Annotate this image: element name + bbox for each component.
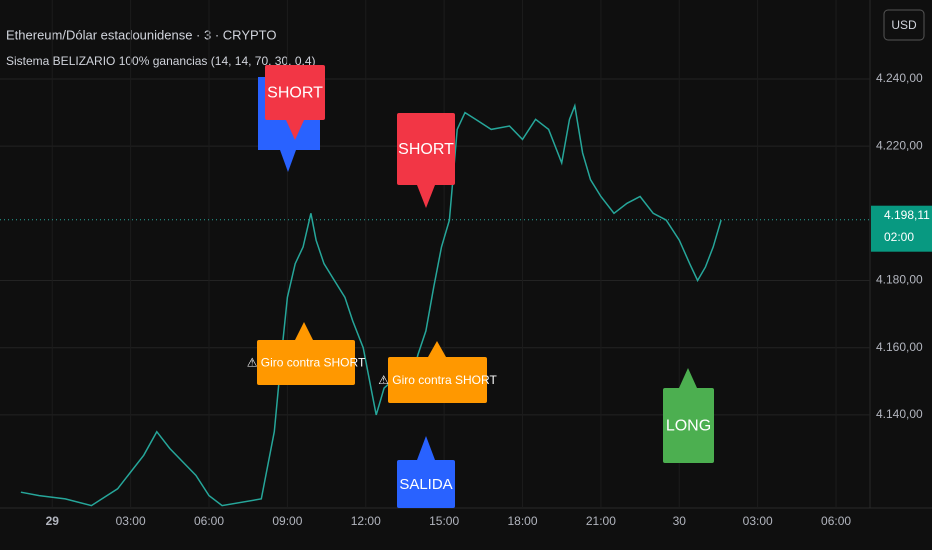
x-tick-label: 06:00 xyxy=(194,514,224,528)
y-tick-label: 4.240,00 xyxy=(876,71,923,85)
y-tick-label: 4.160,00 xyxy=(876,340,923,354)
signal-pointer xyxy=(295,322,313,340)
signal-label: ⚠ Giro contra SHORT xyxy=(247,356,366,370)
signal-label: SHORT xyxy=(398,141,454,158)
y-tick-label: 4.180,00 xyxy=(876,273,923,287)
last-price-label: 4.198,11 xyxy=(884,208,930,222)
y-tick-label: 4.220,00 xyxy=(876,138,923,152)
signal-pointer xyxy=(417,436,435,460)
signal-label: LONG xyxy=(666,418,711,435)
signal-label: SHORT xyxy=(267,85,323,102)
last-price-tag xyxy=(871,205,932,252)
signal-pointer xyxy=(428,341,446,357)
x-tick-label: 06:00 xyxy=(821,514,851,528)
countdown: 02:00 xyxy=(884,230,914,244)
signal-box xyxy=(397,460,455,508)
signal-label: SALIDA xyxy=(399,476,452,493)
signal-box xyxy=(388,357,487,403)
currency-label[interactable]: USD xyxy=(891,18,917,32)
x-tick-label: 12:00 xyxy=(351,514,381,528)
x-tick-label: 03:00 xyxy=(743,514,773,528)
currency-button[interactable] xyxy=(883,9,925,41)
signal-label: ⚠ Giro contra SHORT xyxy=(378,373,497,387)
signal-pointer xyxy=(280,150,296,172)
signal-pointer xyxy=(417,185,435,208)
x-tick-label: 03:00 xyxy=(116,514,146,528)
signal-box xyxy=(265,65,325,120)
chart-title: Ethereum/Dólar estadounidense · 3 · CRYP… xyxy=(6,27,277,42)
x-tick-label: 29 xyxy=(46,514,60,528)
y-tick-label: 4.140,00 xyxy=(876,407,923,421)
signal-box xyxy=(397,113,455,185)
x-tick-label: 21:00 xyxy=(586,514,616,528)
signal-pointer xyxy=(286,120,304,140)
x-tick-label: 18:00 xyxy=(508,514,538,528)
signal-box xyxy=(257,340,355,385)
x-tick-label: 09:00 xyxy=(272,514,302,528)
indicator-name: Sistema BELIZARIO 100% ganancias (14, 14… xyxy=(6,54,316,68)
signal-box xyxy=(663,388,714,463)
signal-pointer xyxy=(679,368,697,388)
x-tick-label: 30 xyxy=(673,514,687,528)
x-tick-label: 15:00 xyxy=(429,514,459,528)
